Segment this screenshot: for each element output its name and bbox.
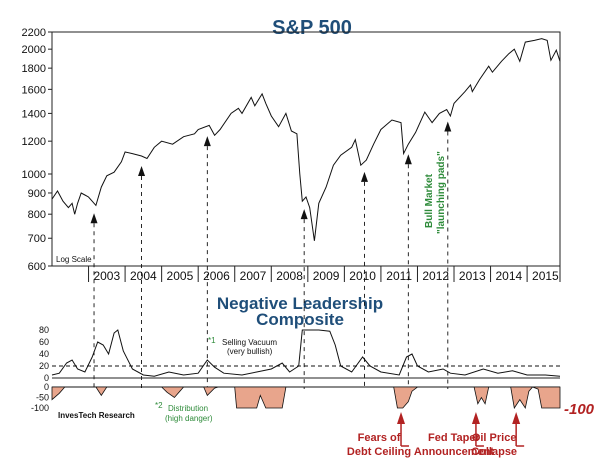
- event-annotations: Fears of Debt Ceiling Fed Taper Announcemen…: [347, 412, 525, 458]
- nlc-upper-tick-label: 20: [39, 361, 49, 371]
- nlc-title-line2: Composite: [256, 310, 344, 329]
- x-tick-label: 2013: [459, 269, 486, 283]
- y-tick-label: 900: [28, 188, 46, 200]
- y-tick-label: 2200: [22, 27, 46, 39]
- nlc-lower-tick-label: -50: [36, 393, 49, 403]
- x-tick-label: 2008: [276, 269, 303, 283]
- y-tick-label: 2000: [22, 44, 46, 56]
- x-tick-label: 2007: [240, 269, 267, 283]
- launching-pad-arrow: [138, 166, 146, 177]
- nlc-lower-tick-label: -100: [31, 403, 49, 413]
- y-tick-label: 1800: [22, 63, 46, 75]
- launching-pad-arrow: [90, 213, 98, 224]
- minus-100-label: -100: [564, 401, 595, 418]
- nlc-upper-tick-label: 60: [39, 337, 49, 347]
- sp500-y-axis: 600 700 800 900 1000 1200 1400 1600 1800 2000 2200: [22, 27, 52, 273]
- sp500-title: S&P 500: [272, 17, 352, 39]
- event-label-line1: Oil Price: [472, 432, 517, 444]
- nlc-lower-series-fill: [51, 386, 561, 410]
- event-label-line1: Fed Taper: [428, 432, 480, 444]
- sp500-series-line: [51, 38, 561, 241]
- x-tick-label: 2009: [313, 269, 340, 283]
- note2-line1: Distribution: [168, 404, 208, 413]
- x-tick-label: 2004: [130, 269, 157, 283]
- bull-market-label: Bull Market: [424, 173, 435, 228]
- launching-pad-arrow: [404, 154, 412, 165]
- sp500-x-axis: 2003 2004 2005 2006 2007 2008 2009 2010 2011 2012…: [88, 266, 561, 283]
- x-tick-label: 2006: [203, 269, 230, 283]
- event-arrow-head: [471, 412, 480, 424]
- distribution-note: *2 Distribution (high danger): [155, 401, 213, 423]
- y-tick-label: 700: [28, 233, 46, 245]
- x-tick-label: 2012: [422, 269, 449, 283]
- event-label-line2: Collapse: [471, 446, 517, 458]
- y-tick-label: 1600: [22, 84, 46, 96]
- x-tick-label: 2015: [532, 269, 559, 283]
- x-tick-label: 2003: [93, 269, 120, 283]
- launching-pad-arrow: [300, 209, 308, 220]
- launching-pads-label: "launching pads": [436, 151, 447, 234]
- nlc-title-line1: Negative Leadership: [217, 294, 383, 313]
- event-label-line2: Announcement: [414, 446, 494, 458]
- launching-pad-arrows: [90, 121, 452, 224]
- y-tick-label: 1200: [22, 136, 46, 148]
- note2-line2: (high danger): [165, 414, 213, 423]
- nlc-upper-tick-label: 40: [39, 349, 49, 359]
- y-tick-label: 800: [28, 209, 46, 221]
- launching-pad-arrow: [444, 121, 452, 132]
- nlc-lower-tick-label: 0: [44, 382, 49, 392]
- y-tick-label: 1400: [22, 108, 46, 120]
- note1-line2: (very bullish): [227, 347, 273, 356]
- log-scale-label: Log Scale: [56, 255, 92, 264]
- y-tick-label: 600: [28, 261, 46, 273]
- y-tick-label: 1000: [22, 169, 46, 181]
- nlc-upper-tick-label: 0: [44, 373, 49, 383]
- source-label: InvesTech Research: [58, 411, 135, 420]
- x-tick-label: 2005: [167, 269, 194, 283]
- x-tick-label: 2014: [495, 269, 522, 283]
- note1-line1: Selling Vacuum: [222, 338, 277, 347]
- x-tick-label: 2010: [349, 269, 376, 283]
- launching-pad-arrow: [203, 136, 211, 147]
- launching-pad-arrow: [360, 171, 368, 182]
- event-arrow-head: [397, 412, 406, 424]
- selling-vacuum-note: *1 Selling Vacuum (very bullish): [208, 336, 277, 356]
- sp500-plot-frame: [51, 31, 561, 267]
- event-label-line2: Debt Ceiling: [347, 446, 411, 458]
- x-tick-label: 2011: [386, 269, 412, 283]
- nlc-upper-series-line: [51, 329, 561, 377]
- event-arrow-head: [512, 412, 521, 424]
- bull-market-annotation: Bull Market "launching pads": [424, 151, 447, 234]
- nlc-upper-tick-label: 80: [39, 325, 49, 335]
- note2-ref: *2: [155, 401, 163, 410]
- note1-ref: *1: [208, 336, 216, 345]
- marker-lines: [93, 131, 449, 389]
- event-label-line1: Fears of: [358, 432, 401, 444]
